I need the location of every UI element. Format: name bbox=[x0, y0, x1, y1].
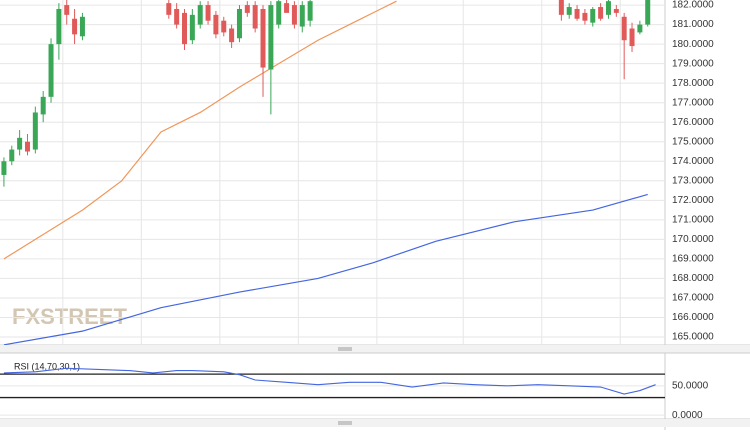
candle-body bbox=[566, 7, 572, 15]
y-tick-label: 177.0000 bbox=[672, 97, 714, 108]
candle-body bbox=[17, 137, 23, 150]
candle-body bbox=[637, 24, 643, 33]
candle-body bbox=[307, 1, 313, 21]
candle-body bbox=[598, 7, 604, 19]
candle-body bbox=[244, 5, 250, 13]
y-tick-label: 174.0000 bbox=[672, 156, 714, 167]
candle-body bbox=[605, 1, 611, 15]
candle-body bbox=[32, 112, 38, 150]
candle-body bbox=[213, 14, 219, 35]
candle-body bbox=[174, 8, 180, 25]
candle-body bbox=[229, 28, 235, 43]
y-tick-label: 166.0000 bbox=[672, 312, 714, 323]
candle-body bbox=[24, 141, 30, 152]
candle-body bbox=[613, 8, 619, 13]
grip bbox=[338, 347, 352, 351]
candle-body bbox=[645, 0, 651, 25]
y-tick-label: 50.0000 bbox=[672, 380, 709, 391]
candle-body bbox=[291, 5, 297, 25]
moving-average bbox=[3, 193, 648, 345]
candle-body bbox=[236, 8, 242, 39]
y-tick-label: 165.0000 bbox=[672, 332, 714, 343]
y-tick-label: 169.0000 bbox=[672, 254, 714, 265]
candle-body bbox=[205, 5, 211, 21]
y-tick-label: 179.0000 bbox=[672, 58, 714, 69]
y-tick-label: 175.0000 bbox=[672, 136, 714, 147]
candle-body bbox=[9, 149, 15, 162]
candle-body bbox=[268, 5, 274, 70]
grip bbox=[338, 421, 352, 425]
candle-body bbox=[56, 8, 62, 45]
candle-body bbox=[252, 5, 258, 29]
y-tick-label: 171.0000 bbox=[672, 214, 714, 225]
panel-divider bbox=[0, 419, 750, 427]
y-tick-label: 168.0000 bbox=[672, 273, 714, 284]
candle-body bbox=[189, 14, 195, 41]
candle-body bbox=[629, 28, 635, 47]
candle-body bbox=[72, 18, 78, 35]
y-tick-label: 176.0000 bbox=[672, 117, 714, 128]
candle-body bbox=[582, 12, 588, 21]
candle-body bbox=[64, 5, 70, 15]
y-tick-label: 170.0000 bbox=[672, 234, 714, 245]
candle-body bbox=[221, 20, 227, 33]
candle-body bbox=[621, 16, 627, 41]
moving-average bbox=[3, 0, 397, 260]
candle-body bbox=[260, 8, 266, 68]
candle-body bbox=[590, 8, 596, 23]
watermark: FXSTREET bbox=[12, 304, 127, 329]
y-tick-label: 178.0000 bbox=[672, 78, 714, 89]
candle-body bbox=[166, 3, 172, 15]
candle-body bbox=[48, 44, 54, 97]
candle-body bbox=[79, 16, 85, 37]
candle-body bbox=[558, 0, 564, 15]
y-tick-label: 167.0000 bbox=[672, 293, 714, 304]
y-tick-label: 182.0000 bbox=[672, 0, 714, 11]
rsi-title: RSI (14,70,30,1) bbox=[14, 361, 80, 371]
plot bbox=[0, 0, 665, 345]
candle-body bbox=[40, 96, 46, 115]
candle-body bbox=[574, 8, 580, 19]
plot bbox=[0, 367, 665, 416]
panel-divider bbox=[0, 345, 750, 353]
rsi-line bbox=[3, 367, 656, 395]
y-tick-label: 172.0000 bbox=[672, 195, 714, 206]
candle-body bbox=[299, 5, 305, 27]
candle-body bbox=[276, 1, 282, 25]
y-tick-label: 0.0000 bbox=[672, 410, 703, 421]
candle-body bbox=[182, 12, 188, 45]
candle-body bbox=[197, 5, 203, 25]
y-tick-label: 180.0000 bbox=[672, 39, 714, 50]
y-tick-label: 173.0000 bbox=[672, 175, 714, 186]
y-tick-label: 181.0000 bbox=[672, 19, 714, 30]
candle-body bbox=[1, 161, 7, 175]
candle-body bbox=[284, 3, 290, 13]
